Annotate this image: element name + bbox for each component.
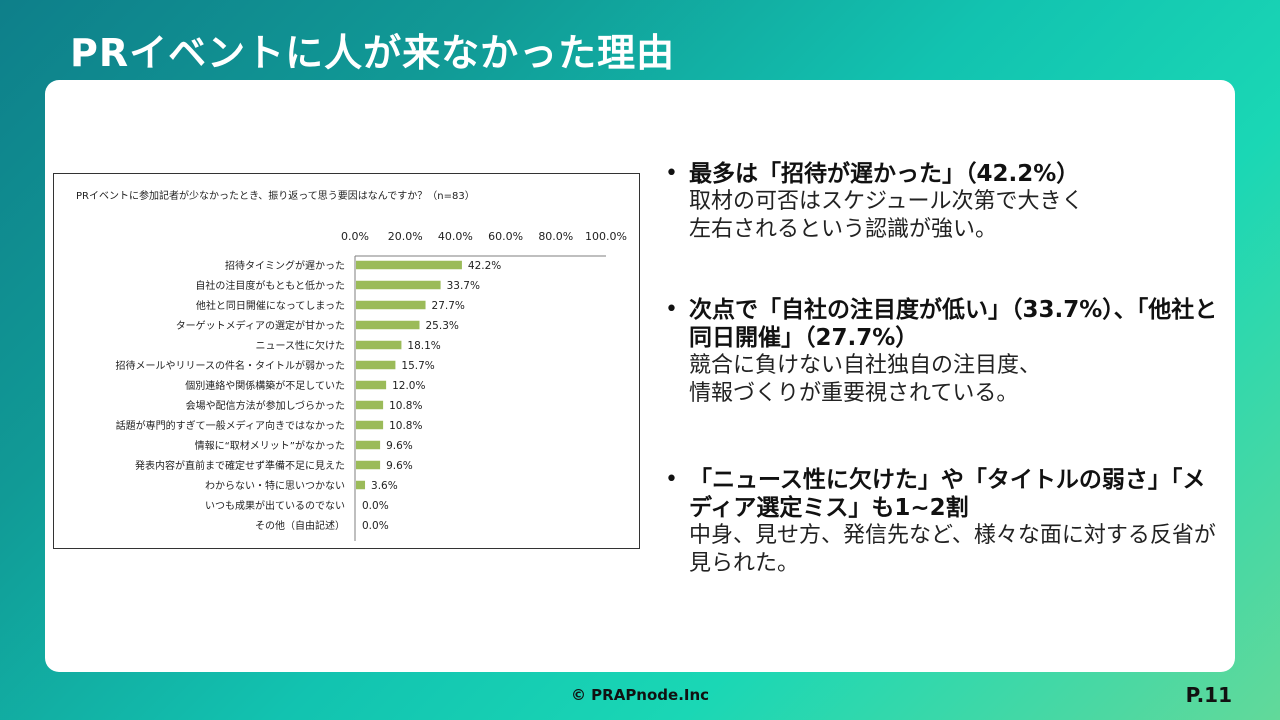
data-label: 27.7% — [432, 300, 465, 312]
x-tick-label: 100.0% — [585, 230, 627, 243]
bullet-text: 左右されるという認識が強い。 — [689, 217, 998, 242]
bar-chart: PRイベントに参加記者が少なかったとき、振り返って思う要因はなんですか？（n=8… — [53, 173, 640, 549]
bar — [356, 360, 396, 370]
bullet-item: • 最多は「招待が遅かった」（42.2%） 取材の可否はスケジュール次第で大きく… — [665, 160, 1225, 244]
x-tick-label: 0.0% — [341, 230, 369, 243]
bar — [356, 340, 402, 350]
footer-copyright: © PRAPnode.Inc — [570, 686, 710, 704]
category-label: ターゲットメディアの選定が甘かった — [176, 319, 345, 332]
page-number: P.11 — [1185, 683, 1232, 707]
data-label: 9.6% — [386, 440, 413, 452]
data-label: 15.7% — [401, 360, 434, 372]
bar — [356, 480, 366, 490]
data-label: 3.6% — [371, 480, 398, 492]
data-label: 18.1% — [407, 340, 440, 352]
bar — [356, 460, 381, 470]
category-label: 情報に“取材メリット”がなかった — [195, 439, 345, 452]
bullet-item: • 「ニュース性に欠けた」や「タイトルの弱さ」「メディア選定ミス」も1~2割 中… — [665, 466, 1225, 578]
bullet-list: • 最多は「招待が遅かった」（42.2%） 取材の可否はスケジュール次第で大きく… — [665, 160, 1225, 630]
content-card: PRイベントに参加記者が少なかったとき、振り返って思う要因はなんですか？（n=8… — [45, 80, 1235, 672]
bullet-text: 競合に負けない自社独自の注目度、 — [689, 353, 1042, 378]
bullet-heading: 次点で「自社の注目度が低い」（33.7%）、「他社と同日開催」（27.7%） — [689, 297, 1218, 351]
bar — [356, 440, 381, 450]
category-label: 話題が専門的すぎて一般メディア向きではなかった — [116, 419, 345, 432]
data-label: 33.7% — [447, 280, 480, 292]
x-tick-label: 80.0% — [538, 230, 573, 243]
category-label: 個別連絡や関係構築が不足していた — [185, 379, 345, 392]
bullet-text: 中身、見せ方、発信先など、様々な面に対する反省が見られた。 — [689, 523, 1216, 576]
bar — [356, 380, 387, 390]
category-label: ニュース性に欠けた — [256, 339, 346, 352]
bar — [356, 260, 462, 270]
category-label: 会場や配信方法が参加しづらかった — [186, 399, 345, 412]
bullet-dot: • — [665, 297, 678, 322]
data-label: 10.8% — [389, 400, 422, 412]
bar — [356, 320, 420, 330]
x-tick-label: 40.0% — [438, 230, 473, 243]
bullet-dot: • — [665, 467, 678, 492]
slide-title: PRイベントに人が来なかった理由 — [70, 31, 676, 75]
bar — [356, 420, 384, 430]
x-tick-label: 20.0% — [388, 230, 423, 243]
category-label: 招待メールやリリースの件名・タイトルが弱かった — [116, 359, 346, 372]
bullet-text: 取材の可否はスケジュール次第で大きく — [689, 189, 1084, 214]
category-label: いつも成果が出ているのでない — [205, 499, 345, 512]
data-label: 25.3% — [426, 320, 459, 332]
bullet-dot: • — [665, 161, 678, 186]
category-label: 発表内容が直前まで確定せず準備不足に見えた — [135, 459, 345, 472]
x-tick-label: 60.0% — [488, 230, 523, 243]
bar — [356, 400, 384, 410]
category-label: 招待タイミングが遅かった — [225, 259, 345, 272]
data-label: 42.2% — [468, 260, 501, 272]
category-label: 他社と同日開催になってしまった — [196, 299, 345, 312]
bullet-item: • 次点で「自社の注目度が低い」（33.7%）、「他社と同日開催」（27.7%）… — [665, 296, 1225, 408]
category-label: その他（自由記述） — [255, 519, 345, 532]
bar-chart-svg: PRイベントに参加記者が少なかったとき、振り返って思う要因はなんですか？（n=8… — [76, 189, 627, 541]
bullet-heading: 「ニュース性に欠けた」や「タイトルの弱さ」「メディア選定ミス」も1~2割 — [689, 467, 1206, 521]
bullet-heading: 最多は「招待が遅かった」（42.2%） — [689, 161, 1080, 187]
data-label: 10.8% — [389, 420, 422, 432]
category-label: わからない・特に思いつかない — [205, 480, 345, 492]
bar — [356, 300, 426, 310]
data-label: 12.0% — [392, 380, 425, 392]
chart-title: PRイベントに参加記者が少なかったとき、振り返って思う要因はなんですか？（n=8… — [76, 189, 475, 202]
category-label: 自社の注目度がもともと低かった — [195, 279, 345, 292]
bullet-text: 情報づくりが重要視されている。 — [689, 381, 1019, 406]
data-label: 9.6% — [386, 460, 413, 472]
data-label: 0.0% — [362, 520, 389, 532]
bar — [356, 280, 441, 290]
data-label: 0.0% — [362, 500, 389, 512]
